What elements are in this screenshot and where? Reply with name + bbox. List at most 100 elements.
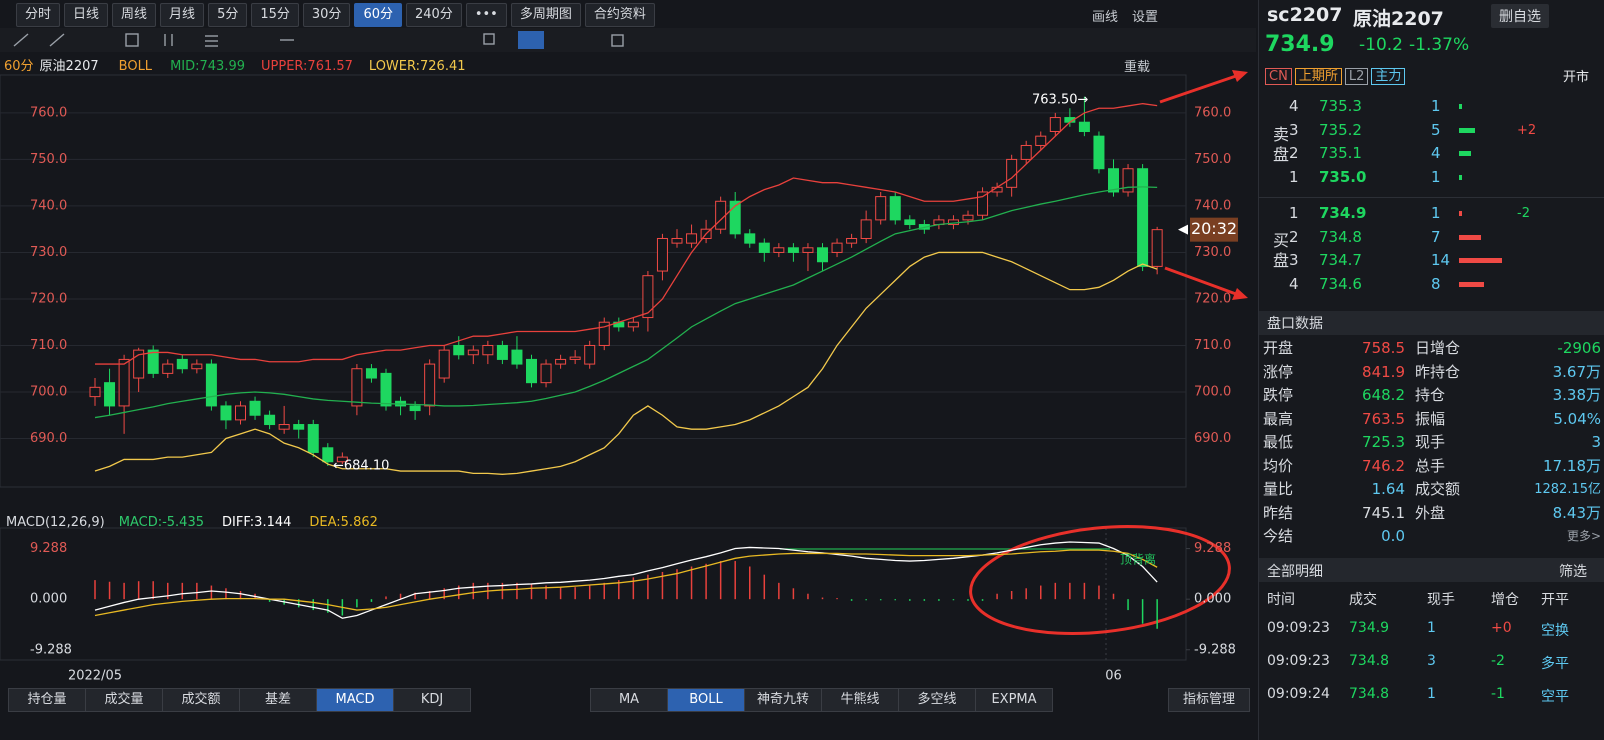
trades-title[interactable]: 全部明细 [1267,564,1323,580]
candle-body [467,349,479,356]
overlay-tab[interactable]: 多空线 [898,688,976,712]
candle-body [1035,135,1047,146]
level: 3 [1289,120,1299,139]
indicator-tab[interactable]: 成交额 [162,688,240,712]
overlay-tab[interactable]: EXPMA [975,688,1053,712]
stats-row: 量比 1.64 成交额 1282.15亿 [1259,478,1604,501]
candle-body [802,247,814,253]
overlay-tab[interactable]: MA [590,688,668,712]
period-tab[interactable]: 240分 [405,3,462,27]
candle-body [715,200,727,230]
trades-header [1259,558,1604,582]
stat-value: 725.3 [1362,433,1405,451]
level: 2 [1289,227,1299,246]
qty-bar [1459,281,1484,287]
stats-row: 最高 763.5 振幅 5.04% [1259,408,1604,431]
qty-bar [1459,211,1463,216]
sell-label: 卖盘 [1270,126,1289,166]
overlay-tab[interactable]: 牛熊线 [821,688,899,712]
candle-body [686,233,698,244]
macd-legend: MACD:-5.435 [118,515,204,530]
stat-value: 648.2 [1362,386,1405,404]
book-qty: 8 [1431,274,1441,293]
book-qty: 7 [1431,227,1441,246]
y-tick-label-right: 700.0 [1194,384,1231,399]
candle-body [773,247,785,253]
macd-plot-frame [0,527,1187,661]
manage-button[interactable]: 指标管理 [1168,688,1250,712]
trades-filter[interactable]: 筛选 [1559,564,1587,580]
y-tick-label: 730.0 [30,245,67,260]
stat-label: 昨结 [1263,503,1294,522]
candle-body [977,191,989,216]
overlay-tab[interactable]: BOLL [667,688,745,712]
candle-body [482,344,494,356]
boll-line [95,102,1158,365]
toolbar: 分时 日线 周线 月线 5分 15分 30分 60分 240分 ••• 多周期图 合约资料 [6,3,659,27]
indicator-tab[interactable]: KDJ [393,688,471,712]
stat-label: 持仓 [1415,386,1446,404]
overlay-legend: MID:743.99 [170,59,245,74]
book-price: 734.6 [1319,274,1362,293]
price: 734.9 [1265,32,1335,57]
status: 开市 [1563,70,1590,85]
period-tab[interactable]: 日线 [64,3,109,27]
indicator-tab[interactable]: MACD [316,688,394,712]
stat-value: 0.0 [1381,527,1405,545]
candle-body [787,247,799,253]
trade-cell: -1 [1491,686,1505,702]
candle-body [729,200,741,235]
stat-value: 8.43万 [1552,503,1601,522]
reload[interactable]: 重载 [1124,60,1151,75]
qty-bar [1459,127,1475,133]
toolbar-action[interactable]: 画线 [1092,10,1119,25]
macd-legend: DEA:5.862 [309,515,378,530]
book-row: 1 734.9 1 -2 [1259,202,1604,225]
bottom-tabs-left: 持仓量 成交量 成交额 基差 MACD KDJ [8,688,471,712]
overlay-legend: LOWER:726.41 [368,59,466,74]
period-tab[interactable]: 15分 [251,3,299,27]
level: 4 [1289,97,1299,115]
macd-header: MACD(12,26,9) MACD:-5.435 DIFF:3.144 DEA:5.… [6,515,396,530]
trade-cell: 1 [1427,620,1436,636]
symbol: sc2207 [1267,4,1343,26]
period-tab[interactable]: ••• [465,3,507,27]
stat-value: 745.1 [1362,503,1405,522]
stat-value: 3.38万 [1552,386,1601,404]
candle-body [322,447,334,463]
qty-bar [1459,234,1481,240]
period-tab[interactable]: 30分 [302,3,351,27]
book-row: 4 735.3 1 [1259,95,1604,118]
stat-label: 最低 [1263,433,1294,451]
period-tab[interactable]: 周线 [112,3,157,27]
y-tick-label-right: 720.0 [1194,291,1231,306]
toolbar-action[interactable]: 设置 [1132,10,1159,25]
period-tab[interactable]: 60分 [354,3,402,27]
level: 4 [1289,274,1299,293]
period-tab[interactable]: 月线 [160,3,205,27]
candle-body [176,358,188,370]
level: 3 [1289,251,1299,269]
indicator-tab[interactable]: 基差 [239,688,317,712]
period-tab[interactable]: 5分 [208,3,248,27]
indicator-tab[interactable]: 成交量 [85,688,163,712]
period-tab[interactable]: 分时 [16,3,61,27]
overlay-legend: UPPER:761.57 [261,59,353,74]
trade-column: 开平 [1541,592,1569,608]
book-price: 734.9 [1319,204,1367,222]
period-tab[interactable]: 多周期图 [510,3,581,27]
y-tick-label: 690.0 [30,431,67,446]
overlay-tab[interactable]: 神奇九转 [744,688,822,712]
period-tab[interactable]: 合约资料 [584,3,655,27]
trade-cell: +0 [1491,620,1512,636]
watch-button[interactable]: 删自选 [1491,4,1549,28]
stat-value: 763.5 [1362,409,1405,428]
trade-cell: 09:09:24 [1267,686,1330,702]
book-qty: 4 [1431,144,1441,162]
candle-body [453,344,465,356]
annotation: 763.50→ [1032,93,1088,108]
stat-value: 758.5 [1362,339,1405,357]
candle-body [1093,135,1105,170]
indicator-tab[interactable]: 持仓量 [8,688,86,712]
y-tick-label: -9.288 [30,642,72,657]
